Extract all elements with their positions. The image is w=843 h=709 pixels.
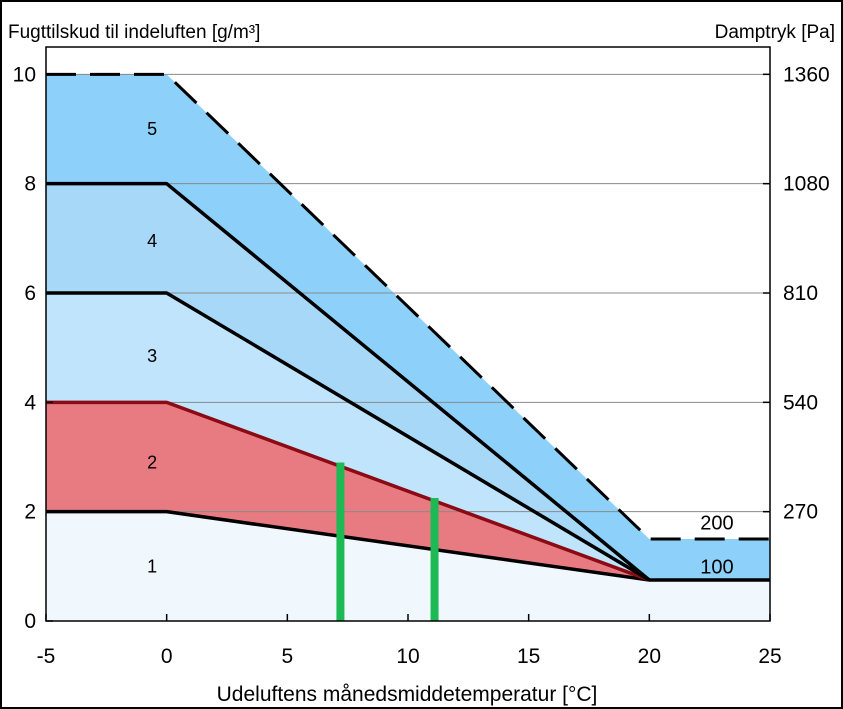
zone-1-fill — [46, 511, 770, 621]
zone-label: 5 — [147, 119, 157, 139]
y-axis-left-title: Fugttilskud til indeluften [g/m³] — [8, 22, 260, 43]
y-left-tick-label: 4 — [24, 391, 36, 414]
zone-label: 2 — [147, 452, 157, 472]
x-tick-label: 15 — [517, 645, 540, 668]
y-right-tick-label: 810 — [783, 282, 818, 305]
zone-4-fill — [46, 183, 770, 580]
limit-line-3 — [46, 291, 651, 582]
y-left-tick-label: 8 — [24, 173, 36, 196]
marker-layer — [336, 462, 439, 621]
limit-line-4 — [46, 181, 651, 582]
y-right-tick-label: 1360 — [783, 63, 830, 86]
zone-label: 3 — [147, 346, 157, 366]
y-right-tick-label: 270 — [783, 501, 818, 524]
x-tick-label: -5 — [37, 645, 56, 668]
limit-line-2 — [46, 400, 650, 582]
limit-line-5 — [46, 72, 770, 541]
y-left-tick-label: 2 — [24, 501, 36, 524]
label-layer: 1 2 3 4 5 200 100 — [147, 119, 733, 578]
x-axis-title: Udeluftens månedsmiddetemperatur [°C] — [217, 683, 598, 706]
zone-label: 1 — [147, 556, 157, 576]
x-tick-label: 25 — [758, 645, 781, 668]
line-annotation: 100 — [700, 556, 733, 578]
x-tick-label: 0 — [161, 645, 173, 668]
y-axis-right-title: Damptryk [Pa] — [715, 22, 835, 43]
y-left-tick-label: 0 — [24, 610, 36, 633]
y-left-tick-label: 10 — [13, 63, 36, 86]
zone-5-fill — [46, 74, 770, 580]
zone-label: 4 — [147, 231, 157, 251]
x-tick-label: 5 — [281, 645, 293, 668]
x-tick-label: 20 — [638, 645, 661, 668]
y-right-tick-label: 540 — [783, 391, 818, 414]
limit-line-1 — [46, 509, 770, 582]
series-layer — [46, 72, 770, 582]
y-right-tick-label: 1080 — [783, 173, 830, 196]
axis-layer: Fugttilskud til indeluften [g/m³] Damptr… — [8, 22, 835, 706]
line-annotation: 200 — [700, 513, 733, 535]
x-tick-label: 10 — [396, 645, 419, 668]
y-left-tick-label: 6 — [24, 282, 36, 305]
